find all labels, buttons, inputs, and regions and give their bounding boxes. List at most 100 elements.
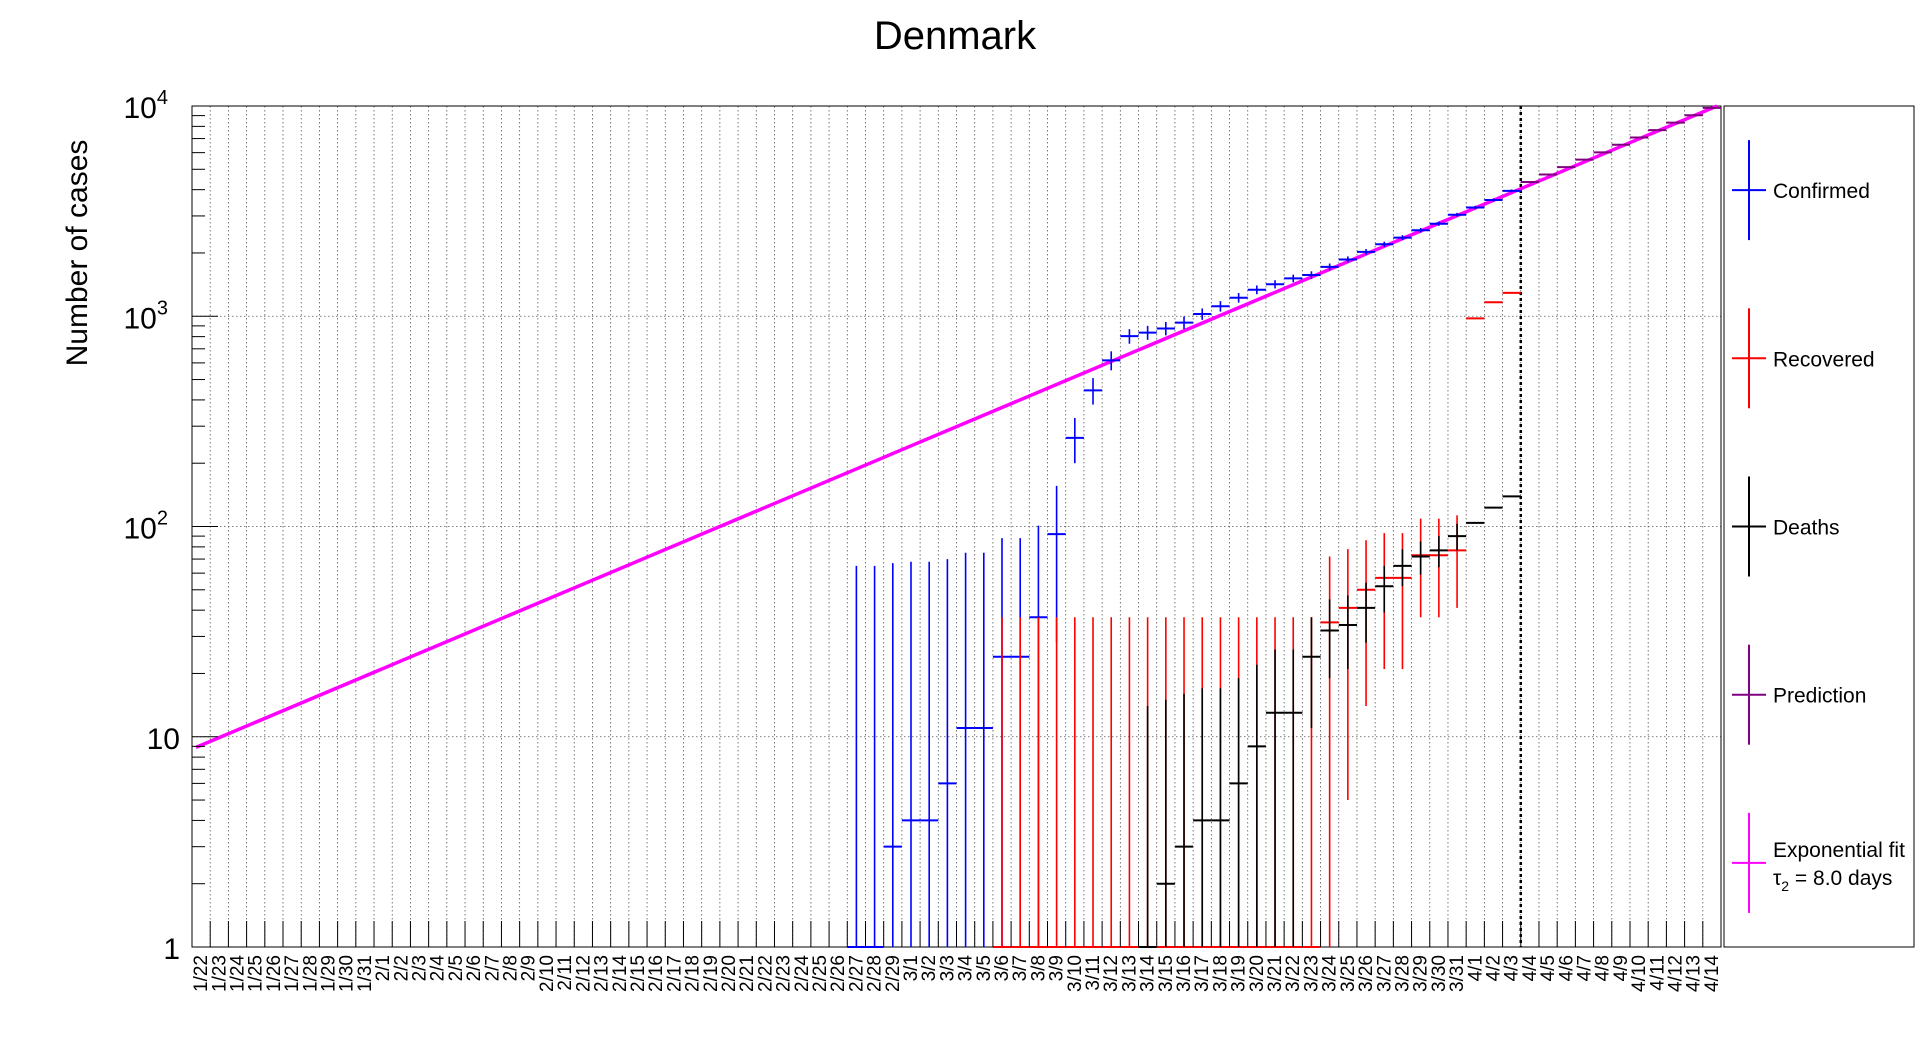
deaths-point [1302,617,1321,729]
recovered-point [992,617,1012,948]
x-tick-label: 1/23 [209,955,230,992]
recovered-point [1065,617,1084,948]
x-tick-label: 2/3 [410,955,431,981]
x-tick-label: 3/24 [1320,955,1341,992]
confirmed-point [1484,198,1503,202]
deaths-point [1375,565,1394,613]
x-tick-label: 2/12 [573,955,594,992]
x-tick-label: 3/4 [956,955,977,982]
x-tick-label: 3/30 [1429,955,1450,992]
x-tick-label: 2/20 [719,955,740,992]
exponential-fit-legend-label: Exponential fit [1773,839,1905,862]
confirmed-point [1447,212,1467,217]
x-tick-label: 4/13 [1684,955,1705,992]
confirmed-point [1229,293,1248,303]
y-tick-label: 103 [124,297,169,335]
exponential-fit-line [195,104,1718,750]
exponential-fit-legend-sublabel: τ2 = 8.0 days [1773,867,1892,894]
x-tick-label: 2/25 [810,955,831,992]
x-tick-label: 2/26 [828,955,849,992]
confirmed-point [1338,256,1357,263]
x-tick-label: 2/7 [482,955,503,981]
confirmed-point [1302,271,1321,279]
deaths-point [1156,699,1175,947]
x-tick-label: 2/21 [737,955,758,992]
recovered-point [1011,617,1030,948]
x-tick-label: 3/29 [1411,955,1432,992]
confirmed-point [920,561,939,947]
legend: Confirmed Recovered Deaths Prediction Expone… [1723,105,1915,948]
grid [191,106,1722,947]
x-tick-label: 3/16 [1174,955,1195,992]
x-tick-label: 3/26 [1356,955,1377,992]
x-tick-label: 2/27 [846,955,867,992]
y-tick-label: 10 [147,723,180,756]
x-tick-label: 2/11 [555,955,576,991]
x-tick-label: 3/13 [1119,955,1140,992]
confirmed-point [847,565,866,948]
deaths-point [1429,536,1448,568]
deaths-point [1174,693,1194,947]
x-tick-label: 2/13 [592,955,613,992]
confirmed-point [1083,378,1103,405]
deaths-point [1247,664,1266,947]
confirmed-point [1211,301,1230,312]
x-tick-label: 3/6 [992,955,1013,981]
x-tick-label: 1/31 [355,955,376,992]
confirmed-point [938,559,957,947]
x-tick-label: 3/22 [1283,955,1304,992]
x-tick-label: 2/8 [501,955,522,981]
x-tick-label: 3/1 [901,955,922,981]
chart-title: Denmark [874,14,1037,58]
confirmed-point [1156,321,1175,336]
x-tick-label: 3/2 [919,955,940,981]
x-tick-label: 3/9 [1047,955,1068,981]
x-tick-label: 3/5 [974,955,995,981]
x-tick-label: 3/19 [1229,955,1250,992]
y-axis-label: Number of cases [61,140,94,367]
confirmed-point [1356,249,1376,255]
confirmed-point [1102,351,1121,371]
confirmed-point [1174,316,1194,330]
confirmed-point [1120,329,1139,344]
confirmed-point [1466,205,1485,210]
confirmed-point [883,563,902,947]
x-tick-label: 4/4 [1520,955,1541,982]
x-tick-label: 2/15 [628,955,649,992]
x-tick-label: 3/18 [1210,955,1231,992]
x-tick-label: 3/17 [1192,955,1213,992]
x-tick-label: 4/11 [1647,955,1668,991]
deaths-point [1338,595,1357,670]
confirmed-point [1502,189,1521,193]
x-tick-label: 2/19 [701,955,722,992]
x-tick-label: 4/3 [1502,955,1523,981]
y-tick-label: 102 [124,508,169,546]
confirmed-point [1265,280,1285,289]
x-tick-label: 4/1 [1465,955,1486,981]
x-tick-label: 2/23 [774,955,795,992]
confirmed-point [956,552,975,947]
x-tick-label: 4/12 [1665,955,1686,992]
x-tick-label: 3/8 [1028,955,1049,981]
x-tick-label: 3/28 [1392,955,1413,992]
confirmed-point [1393,235,1412,241]
x-tick-label: 1/27 [282,955,303,992]
x-tick-label: 3/20 [1247,955,1268,992]
x-tick-label: 2/4 [428,955,449,982]
confirmed-point [1138,325,1157,340]
x-tick-label: 4/7 [1574,955,1595,981]
x-tick-label: 2/29 [883,955,904,992]
deaths-point [1265,649,1285,947]
x-tick-label: 3/12 [1101,955,1122,992]
x-axis: 1/221/231/241/251/261/271/281/291/301/31… [191,921,1723,992]
x-tick-label: 2/5 [446,955,467,981]
x-tick-label: 2/9 [519,955,540,981]
x-tick-label: 4/9 [1611,955,1632,981]
x-tick-label: 3/7 [1010,955,1031,981]
x-tick-label: 2/1 [373,955,394,981]
x-tick-label: 4/5 [1538,955,1559,981]
x-tick-label: 3/27 [1374,955,1395,992]
deaths-point [1211,688,1230,947]
x-tick-label: 3/15 [1156,955,1177,992]
